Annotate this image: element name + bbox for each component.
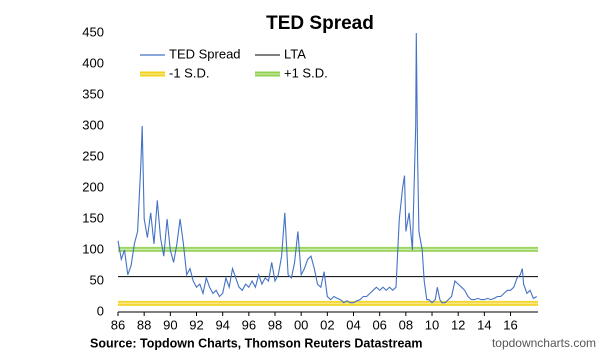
y-tick-label: 350 [82, 86, 104, 101]
y-tick-label: 250 [82, 148, 104, 163]
x-tick-label: 08 [399, 317, 413, 332]
y-tick-label: 300 [82, 117, 104, 132]
y-tick-label: 200 [82, 179, 104, 194]
legend-label: TED Spread [169, 46, 241, 61]
x-tick-label: 88 [137, 317, 151, 332]
chart-title: TED Spread [266, 13, 374, 34]
y-tick-label: 150 [82, 210, 104, 225]
x-tick-label: 94 [215, 317, 229, 332]
x-tick-label: 12 [451, 317, 465, 332]
x-tick-label: 16 [503, 317, 517, 332]
x-tick-label: 90 [163, 317, 177, 332]
x-tick-label: 02 [320, 317, 334, 332]
source: Source: Topdown Charts, Thomson Reuters … [90, 336, 422, 350]
y-tick-label: 50 [90, 272, 104, 287]
y-tick-label: 100 [82, 241, 104, 256]
x-tick-label: 96 [242, 317, 256, 332]
y-tick-label: 400 [82, 55, 104, 70]
x-tick-label: 92 [189, 317, 203, 332]
legend-label: -1 S.D. [169, 65, 209, 80]
y-tick-label: 0 [97, 303, 104, 318]
x-tick-label: 00 [294, 317, 308, 332]
legend-label: LTA [284, 46, 306, 61]
x-tick-label: 06 [372, 317, 386, 332]
x-tick-label: 98 [268, 317, 282, 332]
x-tick-label: 86 [111, 317, 125, 332]
series-line [117, 32, 537, 304]
x-tick-label: 04 [346, 317, 360, 332]
legend-label: +1 S.D. [284, 65, 328, 80]
watermark: topdowncharts.com [492, 336, 596, 350]
x-tick-label: 10 [425, 317, 439, 332]
y-tick-label: 450 [82, 24, 104, 39]
x-tick-label: 14 [477, 317, 491, 332]
